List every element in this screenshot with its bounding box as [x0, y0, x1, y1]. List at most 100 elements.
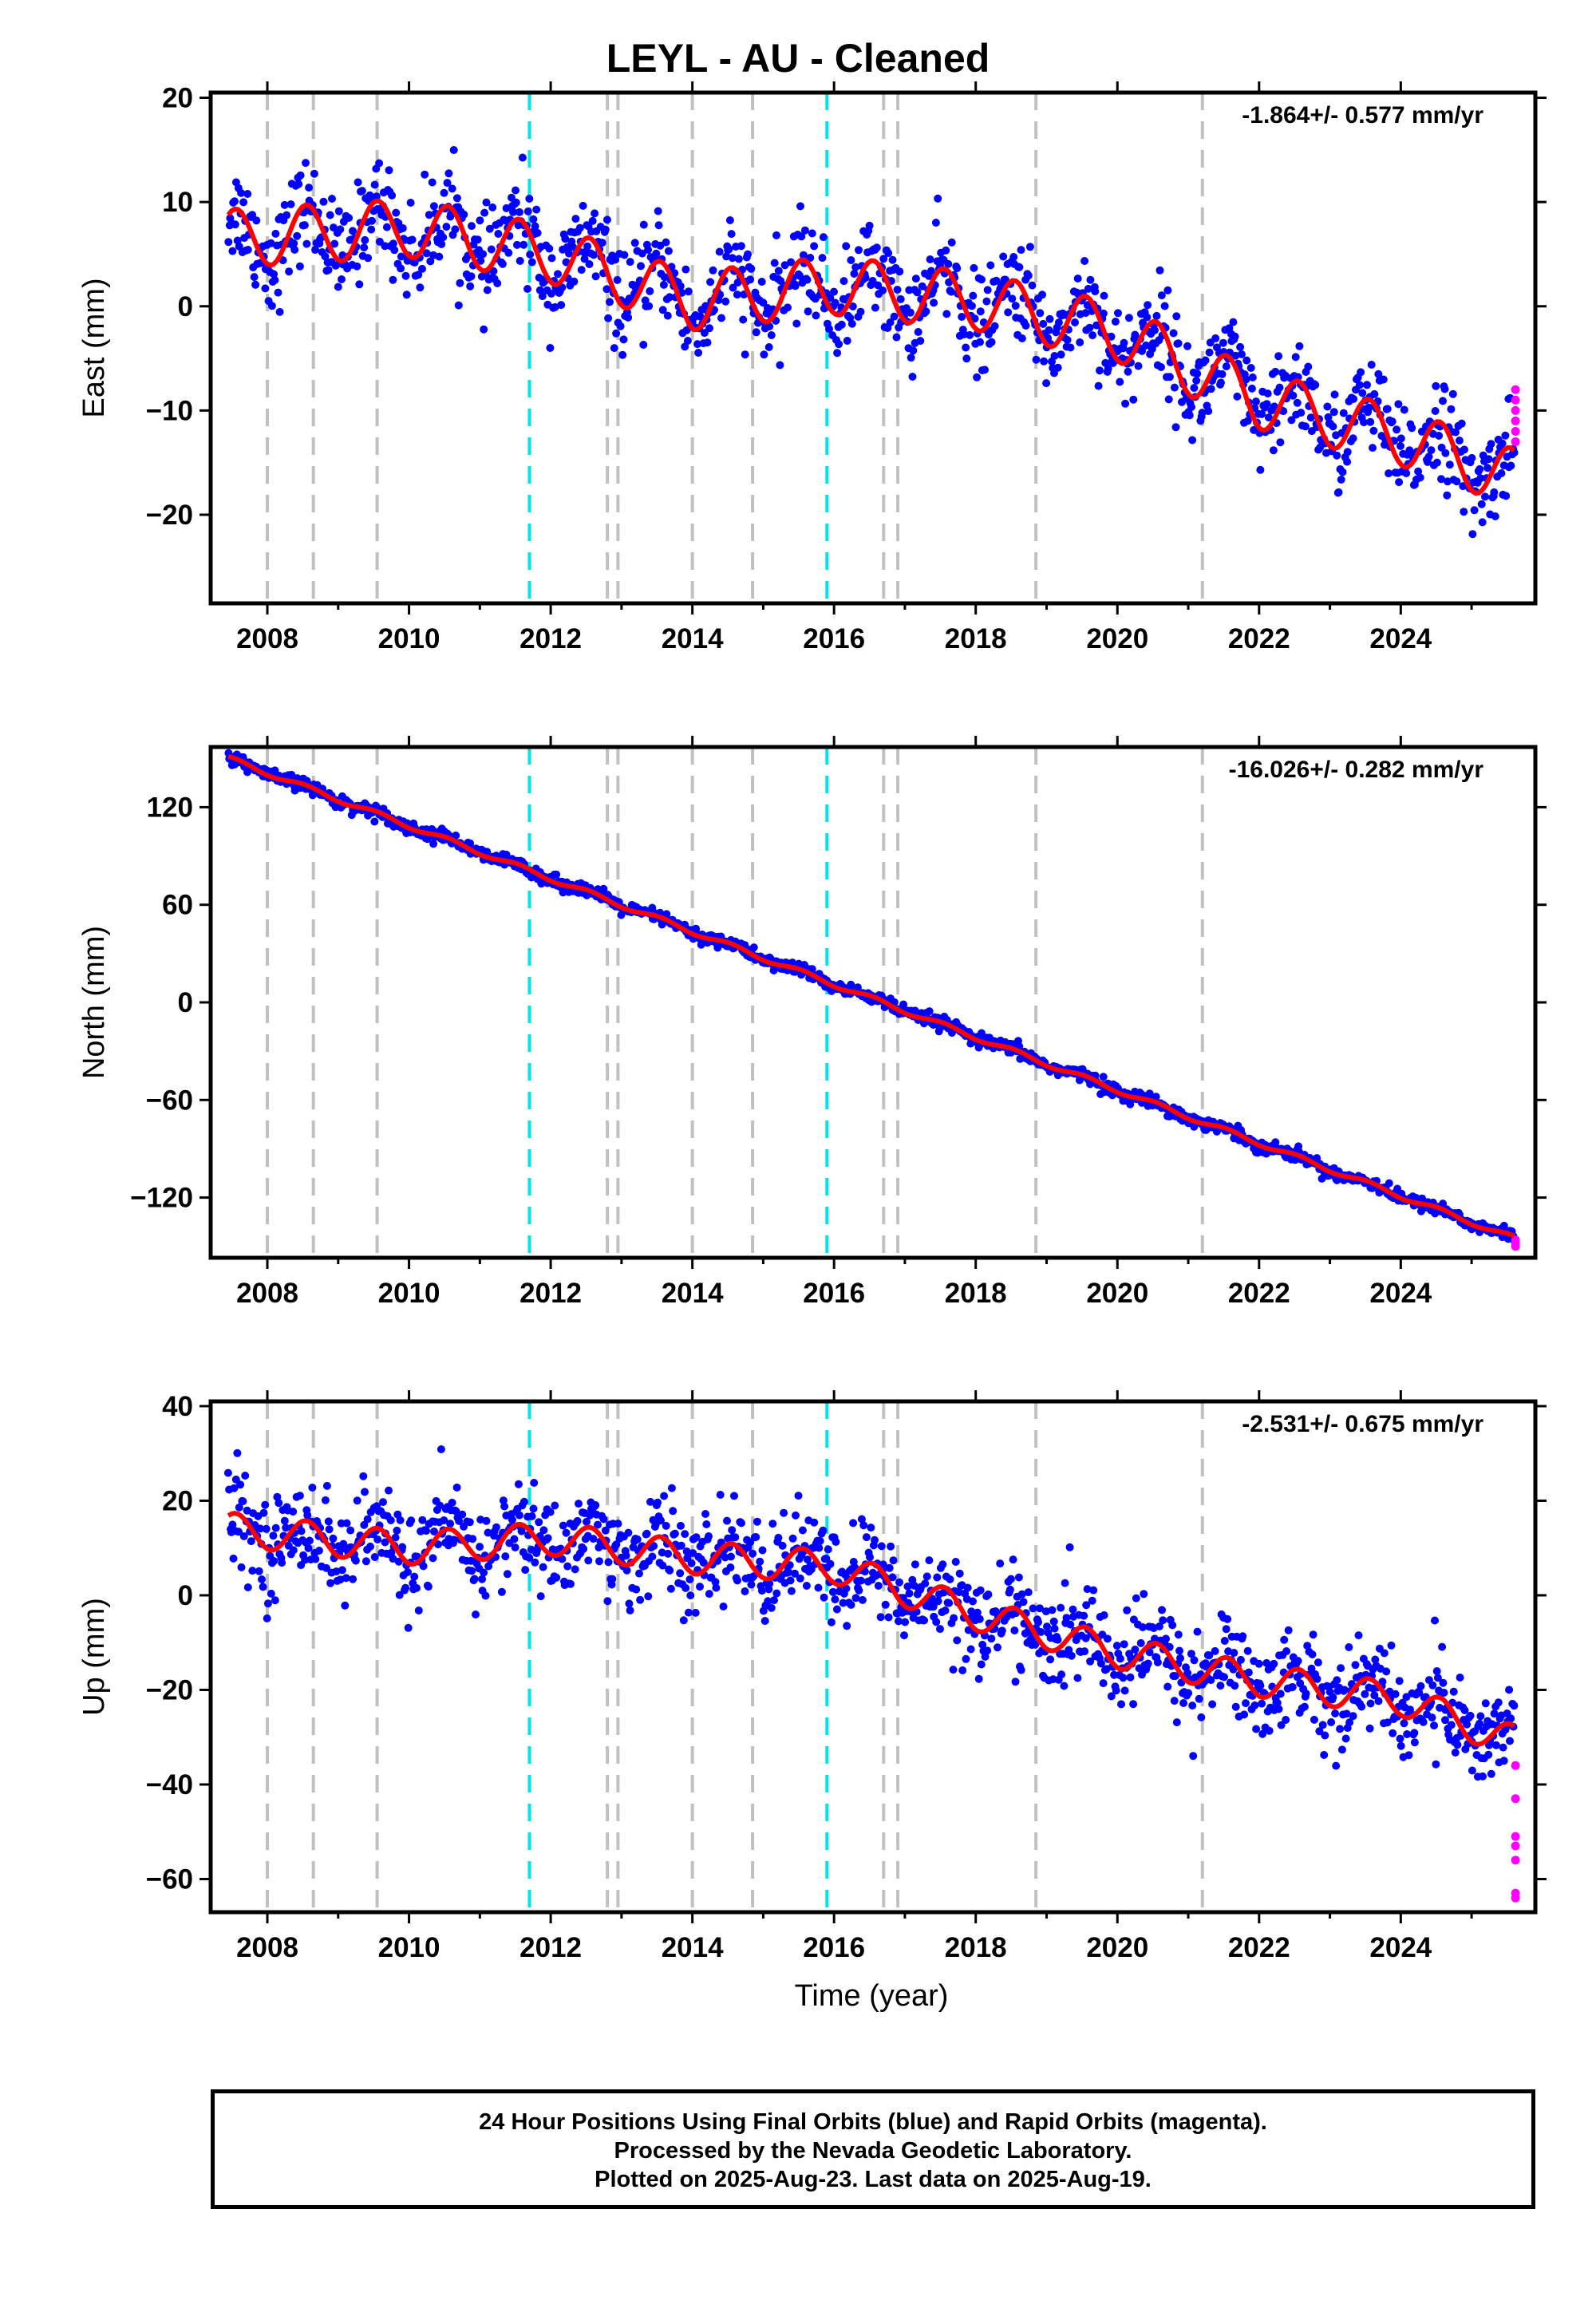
- data-point: [236, 1480, 245, 1489]
- data-point: [1112, 1686, 1120, 1695]
- data-point: [1339, 409, 1348, 417]
- data-point: [1481, 492, 1489, 501]
- data-point: [758, 1546, 767, 1555]
- data-point: [531, 1558, 539, 1567]
- data-point: [527, 258, 536, 267]
- data-point: [696, 312, 705, 321]
- data-point: [1029, 1604, 1037, 1613]
- data-point: [1308, 1650, 1317, 1658]
- data-point: [1337, 1745, 1346, 1754]
- data-point: [381, 1538, 389, 1547]
- data-point: [791, 282, 800, 290]
- data-point: [1441, 449, 1450, 457]
- data-point: [243, 1506, 251, 1515]
- data-point: [389, 239, 397, 248]
- data-point: [760, 1617, 769, 1625]
- data-point: [282, 211, 291, 219]
- data-point: [792, 1511, 800, 1520]
- data-point: [794, 1492, 803, 1500]
- data-point: [749, 943, 758, 952]
- data-point: [289, 1546, 298, 1555]
- data-point: [1466, 1711, 1475, 1720]
- data-point: [397, 264, 405, 273]
- data-point: [571, 215, 580, 223]
- data-point: [360, 243, 369, 252]
- data-point: [452, 1507, 460, 1516]
- data-point: [1107, 332, 1116, 341]
- data-point: [764, 1597, 772, 1606]
- data-point: [561, 235, 570, 243]
- data-point: [797, 232, 806, 241]
- data-point: [1242, 356, 1251, 365]
- data-point: [510, 1535, 519, 1543]
- data-point: [256, 1524, 265, 1533]
- data-point: [416, 283, 425, 292]
- rapid-orbit-point: [1511, 405, 1520, 415]
- data-point: [1119, 1674, 1128, 1682]
- data-point: [1396, 434, 1405, 443]
- data-point: [1479, 1772, 1487, 1780]
- data-point: [1490, 1709, 1499, 1718]
- data-point: [1049, 1617, 1058, 1626]
- data-point: [679, 1616, 688, 1625]
- x-tick-label: 2018: [945, 1932, 1007, 1963]
- data-point: [913, 288, 922, 297]
- data-point: [887, 1542, 895, 1551]
- data-point: [1385, 1179, 1393, 1188]
- data-point: [1432, 1667, 1441, 1675]
- data-point: [911, 1560, 919, 1569]
- data-point: [683, 337, 692, 345]
- data-point: [1385, 469, 1393, 478]
- data-point: [839, 1599, 847, 1607]
- data-point: [449, 1535, 458, 1544]
- data-point: [866, 1553, 874, 1562]
- data-point: [1174, 339, 1183, 348]
- data-point: [925, 1556, 934, 1565]
- data-point: [557, 301, 566, 310]
- data-point: [271, 1524, 280, 1532]
- data-point: [958, 313, 966, 321]
- data-point: [1463, 1720, 1472, 1729]
- data-point: [900, 1631, 908, 1640]
- data-point: [1174, 1630, 1183, 1639]
- data-point: [686, 1591, 695, 1600]
- data-point: [336, 225, 345, 234]
- data-point: [1499, 1757, 1508, 1765]
- data-point: [1170, 383, 1179, 392]
- data-point: [1453, 1741, 1462, 1749]
- plot-frame: [208, 1399, 1538, 1915]
- data-point: [1169, 329, 1178, 338]
- data-point: [516, 256, 524, 265]
- data-point: [1132, 1594, 1140, 1603]
- data-point: [310, 169, 318, 178]
- data-point: [1086, 1657, 1095, 1666]
- data-point: [962, 354, 971, 363]
- data-point: [230, 1484, 239, 1492]
- final-orbit-points: [224, 749, 1520, 1251]
- data-point: [796, 271, 804, 280]
- data-point: [1487, 440, 1495, 449]
- data-point: [835, 340, 843, 349]
- data-point: [1370, 389, 1379, 398]
- data-point: [386, 1516, 395, 1524]
- data-point: [231, 220, 239, 229]
- data-point: [373, 1535, 382, 1543]
- data-point: [1349, 1712, 1357, 1721]
- data-point: [1273, 1698, 1282, 1707]
- data-point: [1242, 1699, 1250, 1708]
- data-point: [515, 1511, 523, 1520]
- data-point: [484, 1528, 492, 1537]
- data-point: [816, 1536, 824, 1545]
- data-point: [856, 307, 865, 316]
- x-axis-title: Time (year): [795, 1979, 949, 2013]
- data-point: [503, 1570, 512, 1579]
- data-point: [946, 1575, 954, 1583]
- data-point: [390, 246, 399, 255]
- data-point: [662, 1521, 670, 1530]
- data-point: [716, 1491, 725, 1499]
- data-point: [536, 1592, 545, 1601]
- data-point: [1036, 309, 1045, 318]
- data-point: [858, 1595, 867, 1604]
- data-point: [1237, 350, 1246, 358]
- data-point: [601, 1526, 610, 1535]
